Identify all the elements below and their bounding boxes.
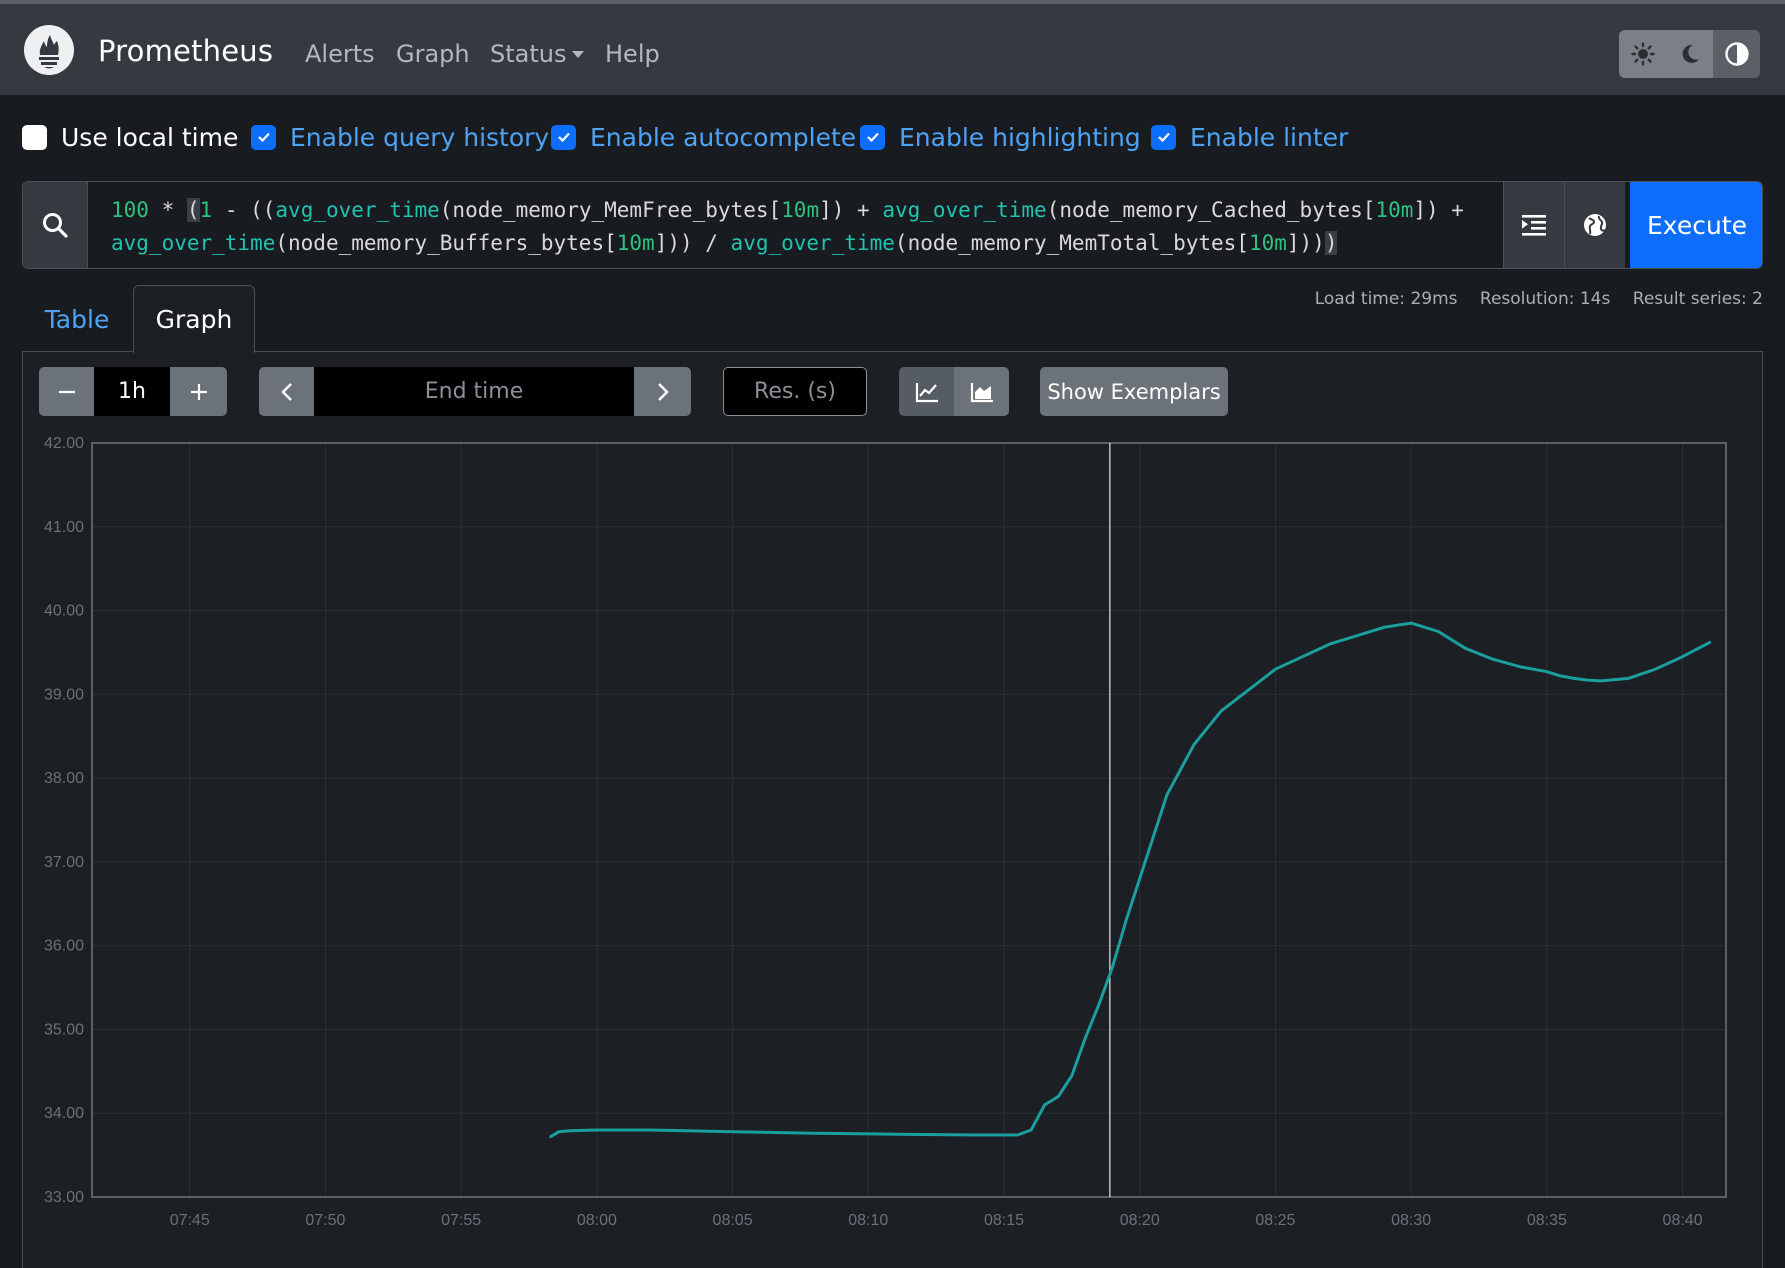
checkmark-icon [866, 132, 879, 143]
nav-link-help[interactable]: Help [605, 40, 660, 68]
minus-icon [58, 390, 75, 393]
end-time-input[interactable]: End time [314, 367, 634, 416]
x-tick-label: 08:40 [1663, 1212, 1703, 1229]
tab-graph[interactable]: Graph [133, 285, 255, 353]
execute-button[interactable]: Execute [1630, 182, 1762, 268]
series-line[interactable] [549, 621, 1712, 1139]
resolution: Resolution: 14s [1479, 289, 1611, 309]
theme-auto-button[interactable] [1713, 30, 1760, 78]
nav-link-alerts[interactable]: Alerts [305, 40, 375, 68]
x-tick-label: 08:20 [1120, 1212, 1160, 1229]
format-indent-icon [1522, 215, 1546, 236]
navbar: Prometheus Alerts Graph Status Help [0, 0, 1785, 95]
sun-icon [1630, 42, 1655, 66]
x-tick-label: 07:50 [305, 1212, 345, 1229]
range-input[interactable]: 1h [94, 367, 170, 416]
stacked-chart-button[interactable] [954, 367, 1009, 416]
app-title[interactable]: Prometheus [98, 34, 274, 68]
y-tick-label: 41.00 [44, 519, 84, 536]
increase-range-button[interactable] [170, 367, 227, 416]
option-label: Enable autocomplete [590, 122, 857, 152]
theme-dark-button[interactable] [1666, 30, 1713, 78]
y-tick-label: 39.00 [44, 686, 84, 703]
option-enable-linter[interactable]: Enable linter [1151, 122, 1348, 152]
y-tick-label: 38.00 [44, 770, 84, 787]
theme-light-button[interactable] [1619, 30, 1666, 78]
y-tick-label: 34.00 [44, 1105, 84, 1122]
line-chart-icon [915, 382, 938, 402]
prometheus-logo-icon[interactable] [24, 25, 74, 75]
unstacked-chart-button[interactable] [899, 367, 954, 416]
query-expression-input[interactable]: 100 * (1 - ((avg_over_time(node_memory_M… [111, 194, 1511, 260]
chart-mode-group [899, 367, 1009, 416]
option-enable-highlighting[interactable]: Enable highlighting [860, 122, 1141, 152]
metrics-explorer-button[interactable] [1564, 182, 1625, 268]
checkmark-icon [557, 132, 570, 143]
plot-area-border [91, 442, 1727, 1198]
range-input-group: 1h [39, 367, 227, 416]
option-label: Enable highlighting [899, 122, 1141, 152]
globe-icon [1584, 214, 1606, 236]
x-tick-label: 07:45 [170, 1212, 210, 1229]
x-tick-label: 08:10 [848, 1212, 888, 1229]
option-use-local-time[interactable]: Use local time [22, 122, 238, 152]
format-query-button[interactable] [1503, 182, 1564, 268]
next-time-button[interactable] [634, 367, 691, 416]
search-icon [23, 182, 88, 268]
graph-panel [22, 352, 1763, 1268]
x-tick-label: 08:35 [1527, 1212, 1567, 1229]
nav-link-status[interactable]: Status [490, 40, 585, 68]
plus-icon [190, 383, 207, 400]
option-enable-autocomplete[interactable]: Enable autocomplete [551, 122, 856, 152]
result-series: Result series: 2 [1632, 289, 1763, 309]
x-tick-label: 08:30 [1391, 1212, 1431, 1229]
checkbox-enable-autocomplete[interactable] [551, 124, 576, 150]
chevron-down-icon [572, 51, 585, 58]
x-tick-label: 07:55 [441, 1212, 481, 1229]
checkbox-enable-highlighting[interactable] [860, 124, 885, 150]
y-tick-label: 37.00 [44, 854, 84, 871]
option-label: Enable linter [1190, 122, 1349, 152]
option-enable-query-history[interactable]: Enable query history [251, 122, 549, 152]
x-tick-label: 08:05 [713, 1212, 753, 1229]
checkbox-use-local-time[interactable] [22, 124, 47, 150]
y-tick-label: 42.00 [44, 435, 84, 452]
area-chart-icon [970, 382, 993, 402]
checkmark-icon [257, 132, 270, 143]
contrast-icon [1724, 42, 1749, 66]
theme-toggle-group [1619, 30, 1760, 78]
query-stats: Load time: 29ms Resolution: 14s Result s… [1298, 289, 1763, 309]
tab-divider [22, 351, 1763, 352]
decrease-range-button[interactable] [39, 367, 94, 416]
previous-time-button[interactable] [259, 367, 314, 416]
checkmark-icon [1157, 132, 1170, 143]
query-expression-text: 100 * (1 - ((avg_over_time(node_memory_M… [111, 198, 1464, 255]
load-time: Load time: 29ms [1314, 289, 1458, 309]
x-tick-label: 08:25 [1255, 1212, 1295, 1229]
nav-link-graph[interactable]: Graph [396, 40, 470, 68]
checkbox-enable-linter[interactable] [1151, 124, 1176, 150]
end-time-group: End time [259, 367, 691, 416]
nav-link-status-label: Status [490, 40, 567, 68]
tab-table[interactable]: Table [44, 304, 110, 334]
y-tick-label: 36.00 [44, 938, 84, 955]
chevron-left-icon [280, 382, 292, 401]
option-label: Use local time [61, 122, 239, 152]
query-bar: 100 * (1 - ((avg_over_time(node_memory_M… [22, 181, 1763, 269]
checkbox-enable-query-history[interactable] [251, 124, 276, 150]
show-exemplars-button[interactable]: Show Exemplars [1040, 367, 1228, 416]
y-tick-label: 33.00 [44, 1189, 84, 1206]
moon-icon [1682, 44, 1699, 63]
x-tick-label: 08:15 [984, 1212, 1024, 1229]
x-tick-label: 08:00 [577, 1212, 617, 1229]
option-label: Enable query history [290, 122, 550, 152]
y-tick-label: 40.00 [44, 603, 84, 620]
time-series-chart[interactable]: 42.00 41.00 40.00 39.00 38.00 37.00 36.00 35.00… [22, 430, 1763, 1230]
y-tick-label: 35.00 [44, 1021, 84, 1038]
resolution-input[interactable]: Res. (s) [723, 367, 867, 416]
chevron-right-icon [657, 382, 669, 401]
